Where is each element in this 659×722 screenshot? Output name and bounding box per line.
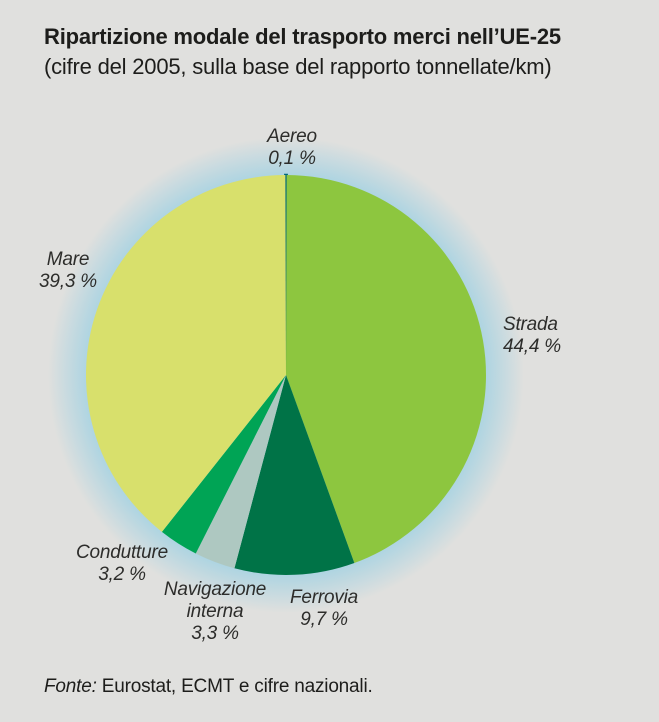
- pie-label-ferrovia: Ferrovia 9,7 %: [290, 587, 358, 631]
- pie-label-value: 39,3 %: [39, 271, 97, 292]
- pie-label-name: Ferrovia: [289, 587, 359, 608]
- pie-label-value: 0,1 %: [268, 148, 316, 169]
- pie-slices: [85, 173, 486, 575]
- pie-label-strada: Strada 44,4 %: [503, 314, 561, 358]
- pie-label-value: 3,3 %: [191, 623, 239, 644]
- source-note: Fonte: Eurostat, ECMT e cifre nazionali.: [44, 676, 373, 698]
- pie-label-mare: Mare 39,3 %: [39, 249, 97, 293]
- pie-slice-strada: [286, 175, 486, 563]
- pie-label-value: 44,4 %: [503, 336, 561, 357]
- pie-label-name: Condutture: [75, 542, 169, 563]
- pie-label-navigazione-interna: Navigazione interna 3,3 %: [149, 579, 281, 645]
- pie-slice-ferrovia: [234, 375, 355, 575]
- source-text: Eurostat, ECMT e cifre nazionali.: [101, 676, 373, 697]
- chart-title: Ripartizione modale del trasporto merci …: [44, 24, 561, 49]
- pie-slice-condutture: [161, 375, 286, 554]
- source-prefix: Fonte:: [44, 676, 97, 697]
- pie-slice-aereo: [284, 173, 288, 376]
- pie-label-name: Navigazione interna: [163, 579, 267, 622]
- pie-label-condutture: Condutture 3,2 %: [76, 542, 168, 586]
- pie-label-name: Aereo: [267, 126, 317, 147]
- pie-label-aereo: Aereo 0,1 %: [267, 126, 317, 170]
- chart-subtitle: (cifre del 2005, sulla base del rapporto…: [44, 54, 552, 79]
- pie-label-name: Strada: [503, 314, 558, 335]
- pie-label-value: 3,2 %: [98, 564, 146, 585]
- pie-label-name: Mare: [46, 249, 90, 270]
- pie-slice-mare: [85, 175, 286, 532]
- pie-label-value: 9,7 %: [300, 609, 348, 630]
- pie-slice-navigazione-interna: [195, 375, 286, 569]
